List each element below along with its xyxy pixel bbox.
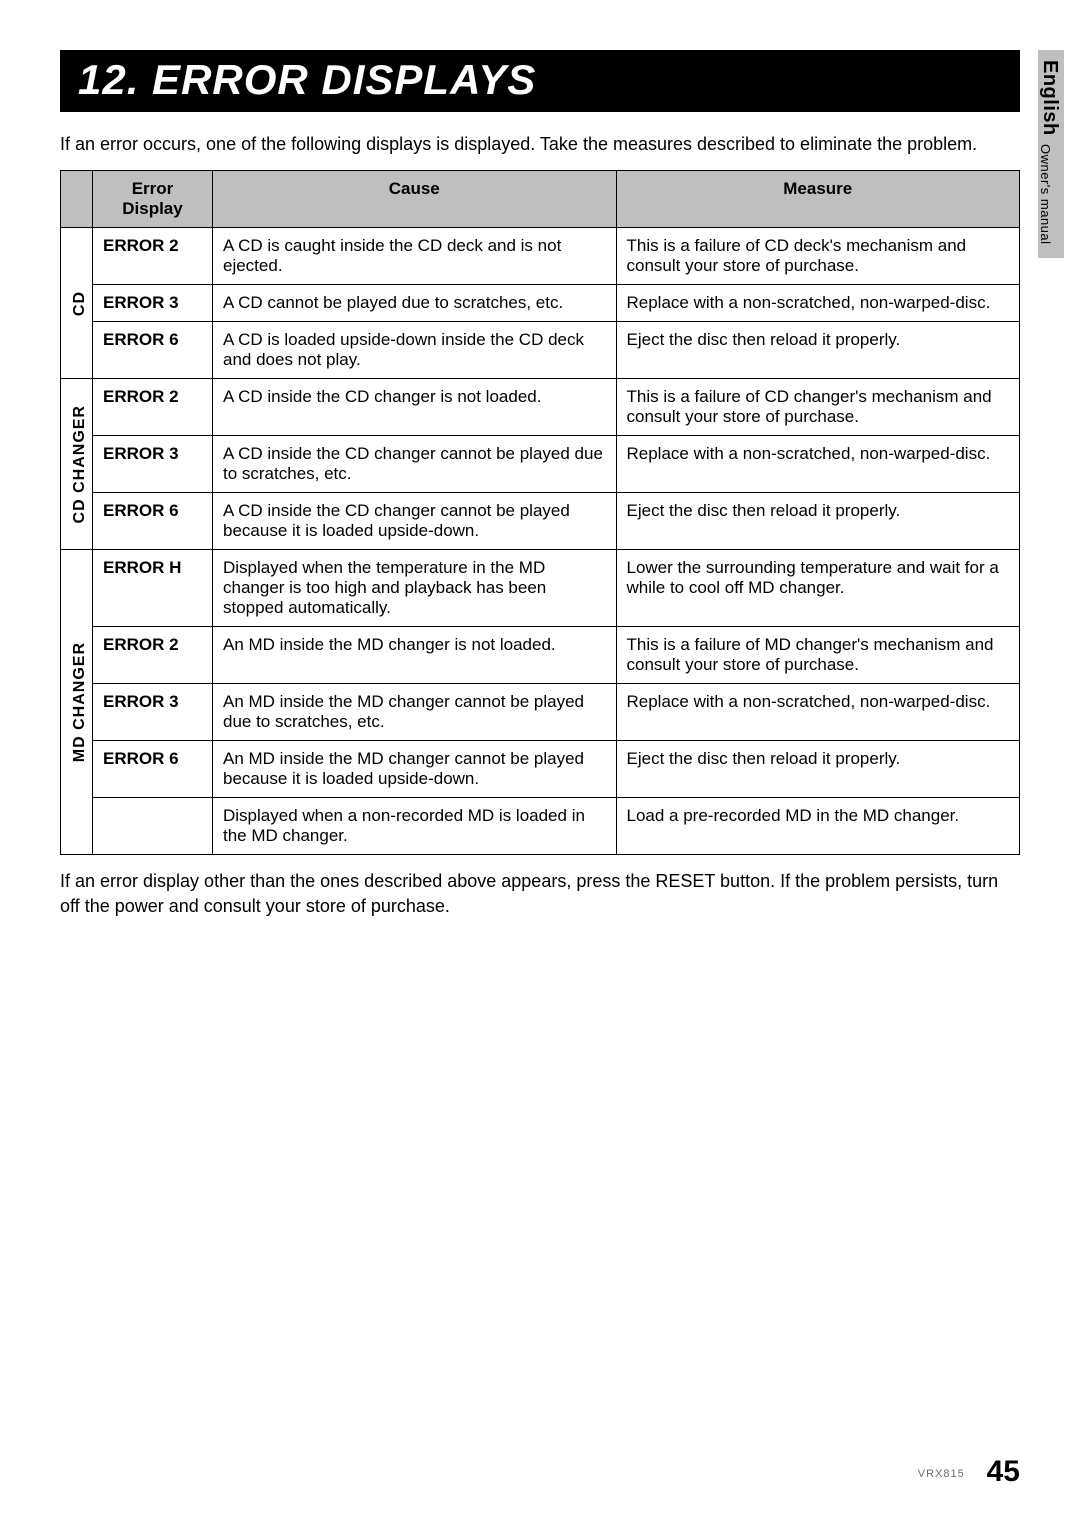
intro-paragraph: If an error occurs, one of the following… [60,132,1020,156]
error-code: ERROR H [93,550,213,627]
table-row: ERROR 3 A CD inside the CD changer canno… [61,436,1020,493]
table-row: MD CHANGER ERROR H Displayed when the te… [61,550,1020,627]
measure-cell: Load a pre-recorded MD in the MD changer… [616,798,1020,855]
measure-cell: Eject the disc then reload it properly. [616,741,1020,798]
table-row: ERROR 3 A CD cannot be played due to scr… [61,285,1020,322]
cause-cell: Displayed when the temperature in the MD… [213,550,617,627]
category-label: MD CHANGER [71,642,89,762]
manual-page: 12. ERROR DISPLAYS If an error occurs, o… [0,0,1080,1529]
table-row: ERROR 6 A CD is loaded upside-down insid… [61,322,1020,379]
category-cell-cd: CD [61,228,93,379]
page-footer: VRX815 45 [918,1455,1020,1489]
measure-cell: This is a failure of CD deck's mechanism… [616,228,1020,285]
category-label: CD [71,291,89,316]
cause-cell: A CD is loaded upside-down inside the CD… [213,322,617,379]
measure-cell: Eject the disc then reload it properly. [616,493,1020,550]
cause-cell: A CD inside the CD changer cannot be pla… [213,493,617,550]
cause-cell: Displayed when a non-recorded MD is load… [213,798,617,855]
measure-cell: Lower the surrounding temperature and wa… [616,550,1020,627]
header-cause: Cause [213,171,617,228]
measure-cell: This is a failure of CD changer's mechan… [616,379,1020,436]
cause-cell: An MD inside the MD changer cannot be pl… [213,741,617,798]
cause-cell: A CD cannot be played due to scratches, … [213,285,617,322]
measure-cell: Replace with a non-scratched, non-warped… [616,436,1020,493]
cause-cell: A CD inside the CD changer is not loaded… [213,379,617,436]
footer-model: VRX815 [918,1468,965,1480]
error-code: ERROR 3 [93,684,213,741]
measure-cell: Eject the disc then reload it properly. [616,322,1020,379]
error-code: ERROR 2 [93,379,213,436]
section-heading: 12. ERROR DISPLAYS [60,50,1020,112]
error-code: ERROR 2 [93,228,213,285]
header-error-display: Error Display [93,171,213,228]
category-cell-cd-changer: CD CHANGER [61,379,93,550]
footer-page-number: 45 [987,1455,1020,1488]
measure-cell: Replace with a non-scratched, non-warped… [616,285,1020,322]
error-code: ERROR 3 [93,285,213,322]
header-measure: Measure [616,171,1020,228]
error-code [93,798,213,855]
cause-cell: A CD is caught inside the CD deck and is… [213,228,617,285]
outro-paragraph: If an error display other than the ones … [60,869,1020,918]
category-cell-md-changer: MD CHANGER [61,550,93,855]
error-code: ERROR 6 [93,322,213,379]
error-code: ERROR 6 [93,493,213,550]
cause-cell: An MD inside the MD changer is not loade… [213,627,617,684]
cause-cell: A CD inside the CD changer cannot be pla… [213,436,617,493]
side-language-tab: English Owner's manual [1038,50,1064,258]
table-row: Displayed when a non-recorded MD is load… [61,798,1020,855]
error-code: ERROR 2 [93,627,213,684]
measure-cell: Replace with a non-scratched, non-warped… [616,684,1020,741]
measure-cell: This is a failure of MD changer's mechan… [616,627,1020,684]
error-code: ERROR 6 [93,741,213,798]
table-row: ERROR 3 An MD inside the MD changer cann… [61,684,1020,741]
category-label: CD CHANGER [71,405,89,523]
error-code: ERROR 3 [93,436,213,493]
cause-cell: An MD inside the MD changer cannot be pl… [213,684,617,741]
table-row: ERROR 6 A CD inside the CD changer canno… [61,493,1020,550]
error-displays-table: Error Display Cause Measure CD ERROR 2 A… [60,170,1020,855]
table-row: CD CHANGER ERROR 2 A CD inside the CD ch… [61,379,1020,436]
table-row: ERROR 6 An MD inside the MD changer cann… [61,741,1020,798]
table-row: CD ERROR 2 A CD is caught inside the CD … [61,228,1020,285]
table-row: ERROR 2 An MD inside the MD changer is n… [61,627,1020,684]
side-tab-subtitle: Owner's manual [1038,144,1053,245]
side-tab-language: English [1038,60,1061,136]
table-header-row: Error Display Cause Measure [61,171,1020,228]
header-category-blank [61,171,93,228]
